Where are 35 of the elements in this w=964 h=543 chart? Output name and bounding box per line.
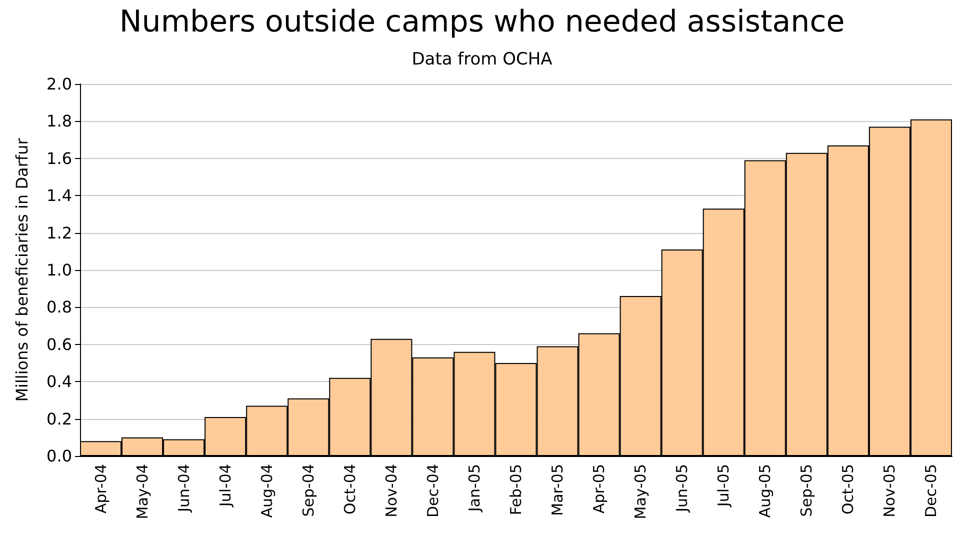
x-tick-label: Dec-04: [424, 464, 442, 518]
y-tick-label: 0.0: [46, 446, 72, 466]
y-tick-label: 2.0: [46, 74, 72, 94]
x-tick-label: May-05: [632, 464, 650, 520]
y-axis-title: Millions of beneficiaries in Darfur: [12, 138, 32, 402]
y-tick-label: 1.6: [46, 148, 72, 168]
x-tick-label: Aug-05: [756, 464, 774, 518]
x-tick-label: Jun-04: [174, 464, 193, 513]
x-tick-label: May-04: [133, 464, 152, 520]
y-tick-label: 1.0: [46, 260, 72, 280]
x-tick-label: Sep-04: [299, 464, 318, 517]
x-tick-label: Nov-05: [880, 464, 899, 518]
y-tick-label: 1.4: [46, 186, 72, 206]
chart-subtitle: Data from OCHA: [412, 50, 553, 70]
y-tick-label: 0.2: [46, 409, 72, 428]
x-tick-label: Oct-04: [340, 464, 359, 514]
x-tick-label: Jun-05: [673, 464, 692, 513]
x-tick-label: Nov-04: [382, 464, 400, 518]
x-tick-label: Aug-04: [258, 464, 276, 518]
y-tick-label: 1.8: [46, 112, 72, 131]
y-tick-label: 0.6: [46, 334, 72, 354]
chart-title: Numbers outside camps who needed assistance: [119, 4, 845, 40]
y-tick-label: 1.2: [46, 223, 72, 242]
x-tick-label: Apr-04: [92, 464, 110, 514]
x-tick-label: Mar-05: [548, 464, 567, 516]
x-tick-label: Jul-04: [216, 464, 234, 508]
y-tick-label: 0.4: [46, 372, 72, 392]
x-tick-label: Oct-05: [839, 464, 858, 514]
x-tick-label: Feb-05: [507, 464, 525, 516]
x-tick-label: Jan-05: [465, 464, 484, 513]
y-tick-label: 0.8: [46, 298, 72, 317]
x-tick-label: Apr-05: [590, 464, 608, 514]
x-tick-label: Jul-05: [714, 464, 733, 508]
x-tick-label: Sep-05: [798, 464, 816, 517]
x-tick-label: Dec-05: [922, 464, 940, 518]
